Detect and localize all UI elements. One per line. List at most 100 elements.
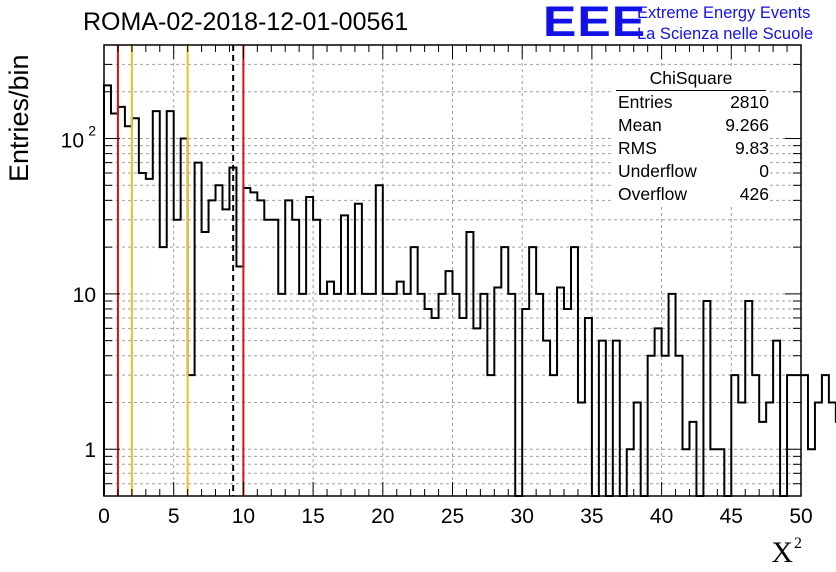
histogram-bin [390,294,397,496]
histogram-bin [529,247,536,496]
histogram-bin [341,215,348,496]
stats-row-entries: Entries 2810 [612,91,770,114]
histogram-bin [815,402,822,496]
x-axis-label-symbol: X [771,536,793,569]
histogram-bin [829,402,836,496]
run-title: ROMA-02-2018-12-01-00561 [83,8,409,36]
histogram-bin [313,220,320,496]
histogram-bin [683,449,690,496]
stats-label: Entries [618,92,673,112]
histogram-bin [432,318,439,496]
histogram-bin [480,294,487,496]
histogram-bin [104,85,111,496]
histogram-bin [731,375,738,496]
histogram-bin [209,200,216,496]
histogram-bin [202,232,209,496]
x-tick-label: 30 [511,505,534,528]
histogram-bin [585,318,592,496]
histogram-bin [292,220,299,496]
histogram-bin [153,111,160,496]
stats-value: 9.266 [725,115,769,135]
y-axis-label: Entries/bin [4,54,34,182]
histogram-bin [487,375,494,496]
histogram-bin [118,107,125,496]
stats-row-rms: RMS 9.83 [612,137,770,160]
stats-label: RMS [618,138,657,158]
histogram-bin [808,449,815,496]
histogram-bin [550,375,557,496]
x-tick-label: 15 [301,505,324,528]
histogram-bin [327,282,334,496]
reference-lines [116,45,245,496]
stats-value: 2810 [730,92,769,112]
histogram-bin [243,188,250,496]
histogram-bin [564,309,571,496]
histogram-bin [473,328,480,496]
histogram-bin [111,113,118,496]
x-tick-label: 40 [650,505,673,528]
histogram-bin [411,247,418,496]
histogram-bin [376,185,383,496]
x-axis-label: X2 [771,535,802,570]
stats-row-underflow: Underflow 0 [612,160,770,183]
x-tick-label: 20 [371,505,394,528]
histogram-bin [752,375,759,496]
histogram-bin [738,402,745,496]
histogram-bin [404,294,411,496]
histogram-series [103,84,836,497]
logo-caption-line2: La Scienza nelle Scuole [637,25,814,43]
x-tick-label: 50 [789,505,812,528]
histogram-bin [613,341,620,496]
logo-caption-line1: Extreme Energy Events [637,4,811,22]
histogram-bin [536,294,543,496]
histogram-bin [174,220,181,496]
eee-logo: EEE [543,0,647,46]
histogram-bin [522,309,529,496]
histogram-bin [285,200,292,496]
stats-box: ChiSquare Entries 2810 Mean 9.266 RMS 9.… [612,67,770,206]
stats-row-overflow: Overflow 426 [612,183,770,206]
y-tick-label: 1 [84,439,96,462]
histogram-bin [216,185,223,496]
histogram-bin [508,294,515,496]
histogram-bin [494,287,501,496]
histogram-bin [348,294,355,496]
histogram-bin [794,375,801,496]
histogram-bin [822,375,829,496]
histogram-bin [125,126,132,496]
histogram-bin [662,356,669,496]
histogram-bin [459,318,466,496]
histogram-bin [571,247,578,496]
histogram-bin [648,356,655,496]
stats-value: 426 [739,184,769,204]
histogram-bin [320,294,327,496]
histogram-bin [689,422,696,496]
histogram-bin [139,173,146,496]
histogram-bin [222,209,229,496]
histogram-bin [745,301,752,496]
stats-value: 9.83 [734,138,769,158]
histogram-bin [146,179,153,496]
histogram-bin [181,139,188,496]
histogram-bin [766,402,773,496]
histogram-bin [439,294,446,496]
stats-label: Mean [618,115,662,135]
histogram-bin [355,204,362,496]
histogram-bin [278,294,285,496]
histogram-bin [676,356,683,496]
histogram-bin [703,301,710,496]
stats-title: ChiSquare [616,67,766,91]
y-tick-label: 10 [61,130,84,153]
x-tick-label: 25 [441,505,464,528]
histogram-bin [306,197,313,496]
stats-label: Overflow [618,184,688,204]
histogram-bin [801,375,808,496]
histogram-bin [557,287,564,496]
histogram-bin [299,294,306,496]
histogram-bin [195,163,202,496]
y-tick-label: 10 [73,284,96,307]
x-tick-label: 10 [232,505,255,528]
grid-lines [104,45,801,496]
